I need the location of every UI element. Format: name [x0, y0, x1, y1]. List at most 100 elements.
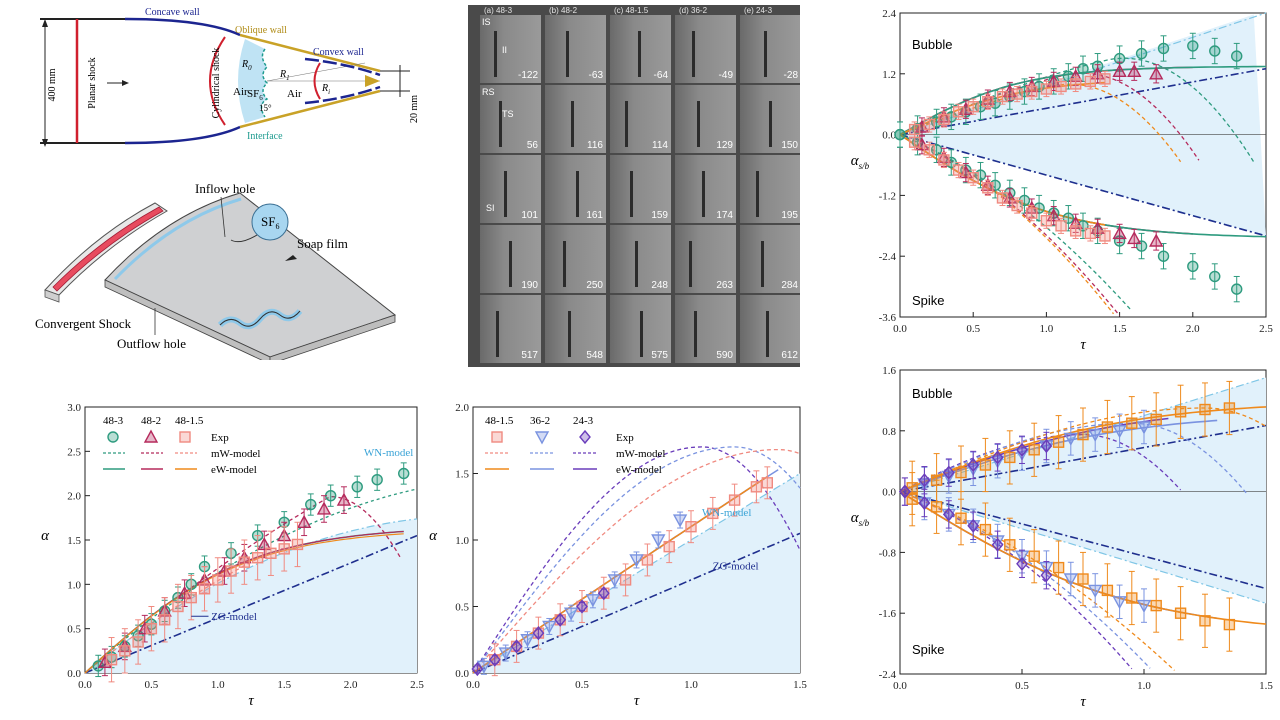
angle-label: 15° — [259, 103, 272, 113]
schlieren-frames: (a) 48-3 (b) 48-2 (c) 48-1.5 (d) 36-2 (e) 24… — [468, 5, 800, 367]
data-point — [728, 494, 741, 506]
x-tick-label: 0.5 — [575, 679, 589, 691]
data-point — [967, 457, 980, 473]
x-tick-label: 1.0 — [684, 679, 698, 691]
data-point — [265, 547, 277, 560]
x-tick-label: 0.5 — [145, 679, 159, 691]
zg-model-label: ZG-model — [211, 611, 257, 623]
chart-bubble-spike-top: 0.0 0.5 1.0 1.5 2.0 2.5 -3.6 -2.4 -1.2 0.0 1.2 2.4 τ… — [838, 5, 1280, 360]
y-tick-label: 1.2 — [882, 69, 896, 81]
x-axis-label: τ — [248, 693, 254, 709]
y-tick-label: 1.0 — [67, 579, 81, 591]
data-point — [967, 518, 980, 533]
x-tick-label: 2.5 — [410, 679, 424, 691]
chart-bubble-spike-bottom: 0.0 0.5 1.0 1.5 -2.4 -1.6 -0.8 0.0 0.8 1.6 τ αs/b Bu… — [838, 362, 1280, 720]
frame-time: -122 — [517, 70, 538, 81]
data-point — [585, 594, 601, 608]
frame-column-header: (a) 48-3 — [484, 6, 513, 15]
data-point — [1069, 78, 1082, 90]
x-tick-label: 0.5 — [1015, 680, 1029, 692]
data-point — [351, 481, 363, 493]
data-point — [607, 574, 622, 588]
schlieren-frame: 195 — [740, 155, 800, 223]
frame-time: 263 — [716, 280, 733, 291]
schlieren-frame: 263 — [675, 225, 736, 293]
y-tick-label: 1.0 — [455, 535, 469, 547]
schlieren-frame: 548 — [545, 295, 606, 363]
data-point — [296, 514, 312, 528]
cylindrical-shock-line — [209, 36, 226, 126]
data-point — [1112, 225, 1127, 240]
mw-model-spike — [899, 134, 1115, 315]
data-point — [1101, 584, 1114, 597]
data-point — [1040, 438, 1053, 454]
data-point — [918, 473, 931, 488]
x-tick-label: 0.0 — [78, 679, 92, 691]
schlieren-frame: 150 — [740, 85, 800, 153]
schlieren-frame: 575 — [610, 295, 671, 363]
x-axis-label: τ — [1080, 337, 1086, 353]
data-point — [554, 612, 567, 627]
legend: 48-1.5 36-2 24-3 Exp mW-model eW-model — [485, 415, 666, 476]
data-point — [488, 652, 501, 667]
frame-time: 116 — [587, 140, 603, 151]
frame-time: 590 — [716, 350, 733, 361]
sf6-label: SF6 — [247, 88, 263, 102]
data-point — [1149, 66, 1164, 80]
data-point — [1026, 207, 1038, 219]
data-point — [996, 90, 1009, 103]
chart-content — [898, 377, 1267, 671]
y-tick-label: 2.4 — [882, 8, 896, 20]
data-point — [942, 507, 955, 522]
data-point — [1063, 432, 1078, 446]
chart-content — [894, 12, 1267, 317]
schlieren-frame: -122 — [480, 15, 541, 83]
data-point — [996, 192, 1009, 204]
data-point — [498, 647, 513, 661]
data-point — [1016, 442, 1028, 457]
x-tick-label: 1.0 — [1040, 323, 1054, 335]
schlieren-frame: 517 — [480, 295, 541, 363]
legend-column-label: 48-1.5 — [175, 415, 204, 427]
data-point — [1084, 75, 1097, 88]
data-point — [1187, 40, 1199, 52]
y-tick-label: 0.0 — [455, 668, 469, 680]
schlieren-frame: -64 — [610, 15, 671, 83]
chart-axes: 0.0 0.5 1.0 1.5 2.0 2.5 -3.6 -2.4 -1.2 0.0 1.2 2.4 τ… — [851, 8, 1274, 353]
data-point — [520, 634, 535, 648]
data-point — [707, 507, 719, 520]
schlieren-frame: 116 — [545, 85, 606, 153]
data-point — [1099, 230, 1111, 242]
data-point — [1077, 573, 1089, 585]
plot-frame — [899, 12, 1267, 318]
y-axis-label: α — [41, 528, 50, 544]
data-point — [471, 661, 484, 677]
frame-time: 159 — [651, 210, 668, 221]
y-tick-label: -2.4 — [879, 669, 897, 681]
legend-column-label: 48-1.5 — [485, 415, 514, 427]
frame-time: 517 — [521, 350, 538, 361]
data-point — [1209, 270, 1221, 283]
mw-model-spike — [899, 490, 1175, 671]
data-point — [1223, 618, 1236, 631]
y-tick-label: 0.5 — [455, 602, 469, 614]
data-point — [491, 431, 503, 443]
legend-row-label: Exp — [616, 432, 634, 444]
data-point — [923, 144, 935, 156]
y-tick-label: 2.0 — [67, 491, 81, 503]
mw-model-line — [84, 488, 418, 674]
data-point — [952, 106, 965, 118]
frame-time: 150 — [781, 140, 798, 151]
data-point — [251, 552, 264, 564]
frame-time: 129 — [716, 140, 733, 151]
convergent-shock-strip — [52, 206, 164, 292]
data-point — [923, 118, 935, 131]
interface-label: Interface — [247, 131, 283, 142]
data-point — [1011, 199, 1023, 212]
data-point — [1112, 63, 1127, 77]
zg-model-bubble — [899, 67, 1267, 136]
data-point — [938, 113, 950, 126]
data-point — [1136, 421, 1152, 435]
zg-model-label: ZG-model — [713, 560, 759, 572]
data-point — [257, 536, 272, 551]
